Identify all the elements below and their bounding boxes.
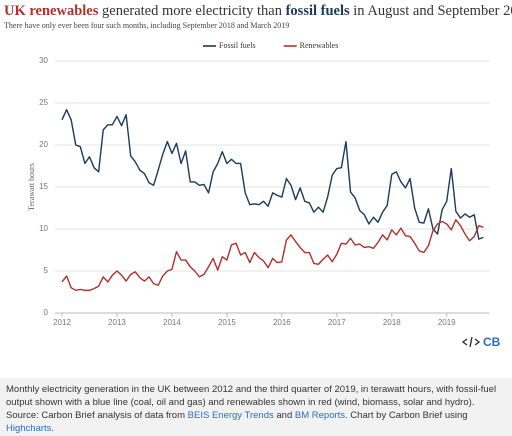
x-tick-label: 2019 xyxy=(438,318,456,327)
y-axis-label: Terawatt hours xyxy=(27,163,36,211)
chart-subtitle: There have only ever been four such mont… xyxy=(4,21,289,30)
caption-link[interactable]: BM Reports xyxy=(294,410,346,421)
code-icon[interactable] xyxy=(461,336,481,348)
share-icon[interactable] xyxy=(461,336,481,348)
caption-link[interactable]: Highcharts xyxy=(6,423,52,434)
caption-text: Monthly electricity generation in the UK… xyxy=(6,384,497,421)
caption-text: and xyxy=(273,410,295,421)
y-tick-label: 0 xyxy=(44,308,49,317)
caption-link[interactable]: BEIS Energy Trends xyxy=(187,410,274,421)
x-tick-label: 2013 xyxy=(108,318,126,327)
x-tick-label: 2016 xyxy=(273,318,291,327)
caption-text: . xyxy=(51,423,55,434)
series-line xyxy=(61,219,484,292)
chart-title: UK renewables generated more electricity… xyxy=(4,3,512,19)
title-part: UK renewables xyxy=(4,3,99,19)
title-part: generated more electricity than xyxy=(98,3,285,19)
title-part: in August and September 2019 xyxy=(350,3,512,19)
y-tick-label: 20 xyxy=(39,140,48,149)
y-tick-label: 10 xyxy=(39,224,48,233)
y-tick-label: 30 xyxy=(39,56,48,65)
legend-label: Renewables xyxy=(300,41,339,50)
x-tick-label: 2012 xyxy=(53,318,71,327)
series-line xyxy=(61,109,484,240)
legend-label: Fossil fuels xyxy=(219,41,256,50)
caption: Monthly electricity generation in the UK… xyxy=(0,378,512,436)
y-tick-label: 5 xyxy=(44,266,49,275)
y-tick-label: 25 xyxy=(39,98,48,107)
caption-text: . Chart by Carbon Brief using xyxy=(345,410,468,421)
x-tick-label: 2015 xyxy=(218,318,236,327)
x-tick-label: 2014 xyxy=(163,318,181,327)
x-tick-label: 2017 xyxy=(328,318,346,327)
title-part: fossil fuels xyxy=(286,3,350,19)
chart: UK renewables generated more electricity… xyxy=(4,3,512,349)
x-tick-label: 2018 xyxy=(383,318,401,327)
logo: CB xyxy=(483,335,501,349)
y-tick-label: 15 xyxy=(39,182,48,191)
